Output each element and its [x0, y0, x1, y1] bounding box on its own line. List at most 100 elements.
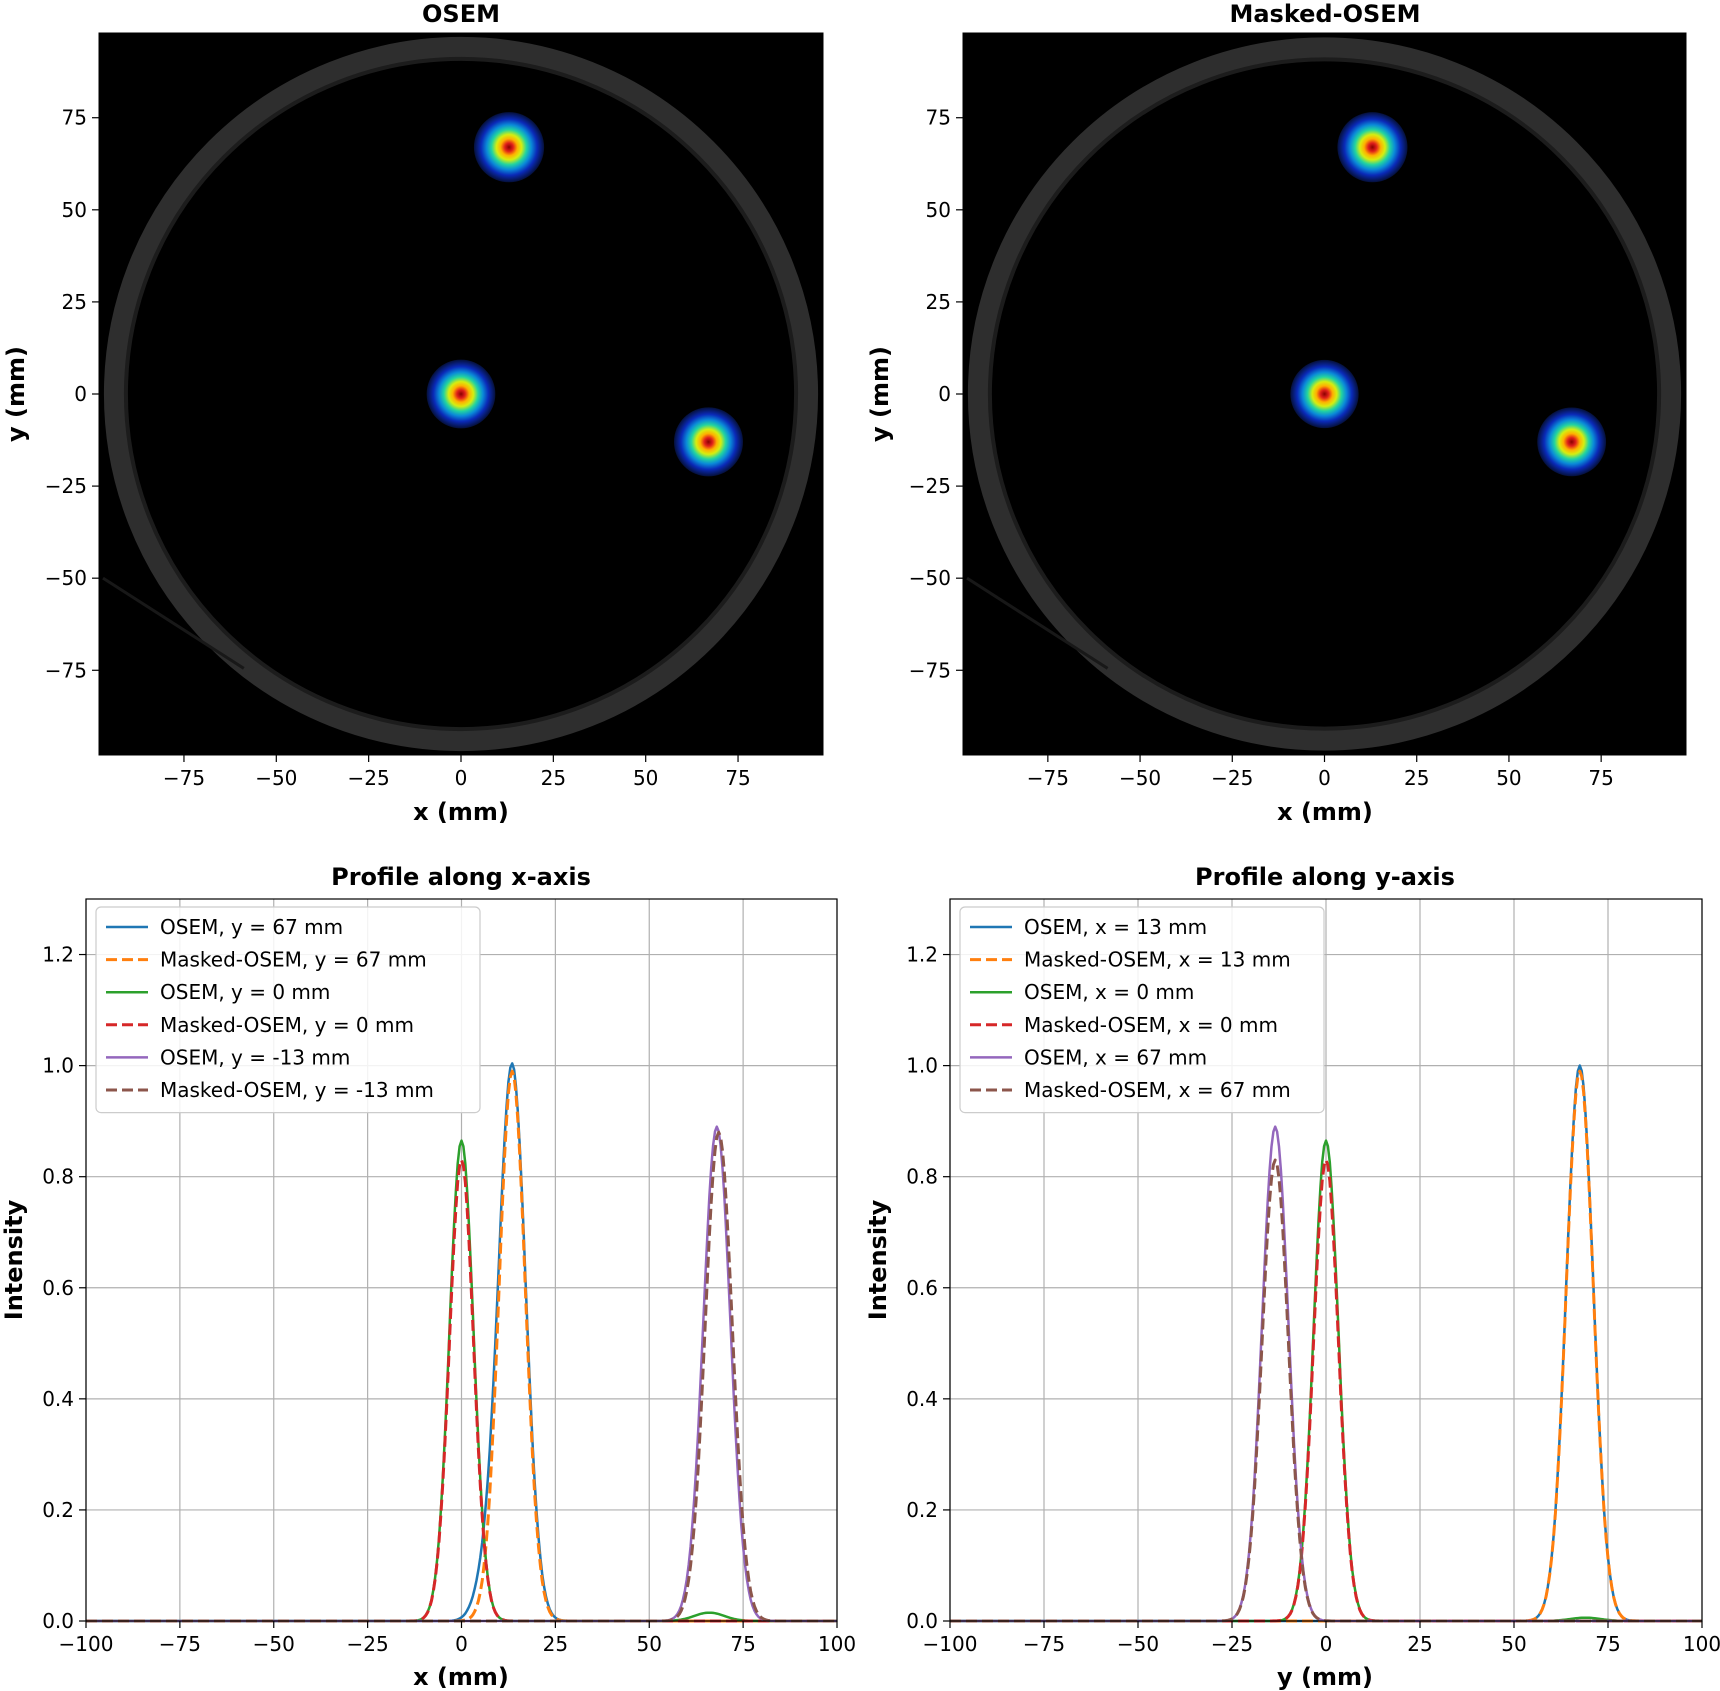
x-tick-label: −25 — [1211, 766, 1253, 790]
phantom-ring-outline — [967, 37, 1682, 751]
x-tick-label: 100 — [818, 1632, 856, 1656]
x-tick-label: 100 — [1683, 1632, 1720, 1656]
x-tick-label: −50 — [1117, 1632, 1159, 1656]
y-axis-label: Intensity — [864, 1199, 892, 1320]
y-tick-label: 75 — [62, 106, 87, 130]
legend-label: Masked-OSEM, x = 0 mm — [1024, 1013, 1278, 1037]
phantom-ring — [102, 36, 819, 752]
hotspot — [426, 359, 496, 429]
y-ticks: 0.0 0.2 0.4 0.6 0.8 1.0 1.2 — [906, 943, 950, 1633]
panel-profile-x: Profile along x-axis −100 −75 −50 −25 0 25 50 7… — [0, 863, 856, 1691]
x-tick-label: 25 — [1407, 1632, 1432, 1656]
legend: OSEM, x = 13 mm Masked-OSEM, x = 13 mm OSE… — [959, 906, 1325, 1114]
y-tick-label: 0 — [74, 382, 87, 406]
y-tick-label: −75 — [909, 658, 951, 682]
y-tick-label: 0.2 — [906, 1498, 938, 1522]
y-tick-label: 0.0 — [42, 1609, 74, 1633]
hotspot — [1537, 407, 1607, 477]
y-tick-label: 0.0 — [906, 1609, 938, 1633]
y-tick-label: 75 — [926, 106, 951, 130]
panel-title: Profile along x-axis — [331, 863, 591, 891]
panel-profile-y: Profile along y-axis −100 −75 −50 −25 0 25 50 7… — [864, 863, 1720, 1691]
y-tick-label: −75 — [45, 658, 87, 682]
y-tick-label: 25 — [926, 290, 951, 314]
legend-label: Masked-OSEM, x = 67 mm — [1024, 1078, 1291, 1102]
x-tick-label: 25 — [541, 766, 566, 790]
y-tick-label: 0.4 — [906, 1387, 938, 1411]
panel-osem: OSEM −75 −50 −25 0 25 50 75 75 50 25 0 −25 −50 −75 x… — [2, 0, 824, 826]
phantom-ring-inner — [123, 56, 799, 732]
x-axis-label: x (mm) — [413, 798, 509, 826]
panel-title: Masked-OSEM — [1229, 0, 1420, 28]
y-tick-label: 0.8 — [906, 1165, 938, 1189]
x-tick-label: 75 — [1595, 1632, 1620, 1656]
x-ticks: −100 −75 −50 −25 0 25 50 75 100 — [59, 1621, 856, 1656]
legend-label: OSEM, y = 0 mm — [160, 980, 330, 1004]
x-tick-label: −100 — [59, 1632, 114, 1656]
x-tick-label: 0 — [1320, 1632, 1333, 1656]
x-axis-label: x (mm) — [413, 1663, 509, 1691]
hotspots — [1290, 112, 1607, 477]
y-tick-label: 0.8 — [42, 1165, 74, 1189]
phantom-ring — [966, 37, 1682, 751]
x-tick-label: −25 — [1211, 1632, 1253, 1656]
x-tick-label: 25 — [543, 1632, 568, 1656]
y-axis-label: y (mm) — [2, 346, 30, 442]
y-tick-label: −50 — [909, 566, 951, 590]
panel-title: OSEM — [422, 0, 500, 28]
artifact-streak — [966, 576, 1109, 670]
x-tick-label: −75 — [1023, 1632, 1065, 1656]
x-tick-label: −50 — [1119, 766, 1161, 790]
x-tick-label: −75 — [159, 1632, 201, 1656]
x-axis-label: y (mm) — [1277, 1663, 1373, 1691]
legend-label: Masked-OSEM, y = 0 mm — [160, 1013, 414, 1037]
panel-masked-osem: Masked-OSEM −75 −50 −25 0 25 50 75 75 50 25 0 −25 −… — [866, 0, 1687, 826]
artifact-streak — [102, 576, 245, 670]
panel-title: Profile along y-axis — [1195, 863, 1455, 891]
y-tick-label: 1.2 — [42, 943, 74, 967]
legend-label: Masked-OSEM, y = 67 mm — [160, 948, 427, 972]
y-axis-label: Intensity — [0, 1199, 28, 1320]
y-tick-label: 1.0 — [906, 1054, 938, 1078]
y-tick-label: 25 — [62, 290, 87, 314]
x-ticks: −75 −50 −25 0 25 50 75 — [163, 755, 751, 790]
y-tick-label: 50 — [926, 198, 951, 222]
hotspot — [1337, 112, 1408, 183]
y-tick-label: 50 — [62, 198, 87, 222]
y-ticks: 75 50 25 0 −25 −50 −75 — [45, 106, 99, 682]
hotspot — [473, 112, 545, 183]
hotspot — [673, 407, 744, 477]
x-tick-label: 0 — [455, 766, 468, 790]
x-tick-label: 75 — [730, 1632, 755, 1656]
legend: OSEM, y = 67 mm Masked-OSEM, y = 67 mm OSE… — [95, 906, 481, 1114]
x-tick-label: 0 — [1318, 766, 1331, 790]
y-tick-label: −50 — [45, 566, 87, 590]
x-tick-label: −25 — [348, 766, 390, 790]
legend-label: Masked-OSEM, x = 13 mm — [1024, 948, 1291, 972]
legend-label: OSEM, x = 13 mm — [1024, 915, 1207, 939]
x-tick-label: 50 — [637, 1632, 662, 1656]
x-tick-label: 75 — [1588, 766, 1613, 790]
y-tick-label: −25 — [909, 474, 951, 498]
x-tick-label: −50 — [255, 766, 297, 790]
y-axis-label: y (mm) — [866, 346, 894, 442]
y-tick-label: 0.4 — [42, 1387, 74, 1411]
y-ticks: 0.0 0.2 0.4 0.6 0.8 1.0 1.2 — [42, 943, 86, 1633]
y-tick-label: 0.2 — [42, 1498, 74, 1522]
legend-label: OSEM, x = 67 mm — [1024, 1045, 1207, 1069]
y-tick-label: 0.6 — [906, 1276, 938, 1300]
x-tick-label: 25 — [1404, 766, 1429, 790]
legend-label: Masked-OSEM, y = -13 mm — [160, 1078, 434, 1102]
x-tick-label: 50 — [1496, 766, 1521, 790]
y-tick-label: −25 — [45, 474, 87, 498]
x-tick-label: 50 — [1501, 1632, 1526, 1656]
x-tick-label: 0 — [455, 1632, 468, 1656]
phantom-ring-outline — [103, 36, 819, 752]
y-tick-label: 0 — [938, 382, 951, 406]
legend-label: OSEM, y = 67 mm — [160, 915, 343, 939]
x-tick-label: −25 — [347, 1632, 389, 1656]
legend-label: OSEM, y = -13 mm — [160, 1045, 350, 1069]
y-tick-label: 1.0 — [42, 1054, 74, 1078]
phantom-ring-inner — [987, 57, 1662, 731]
x-ticks: −75 −50 −25 0 25 50 75 — [1027, 755, 1614, 790]
